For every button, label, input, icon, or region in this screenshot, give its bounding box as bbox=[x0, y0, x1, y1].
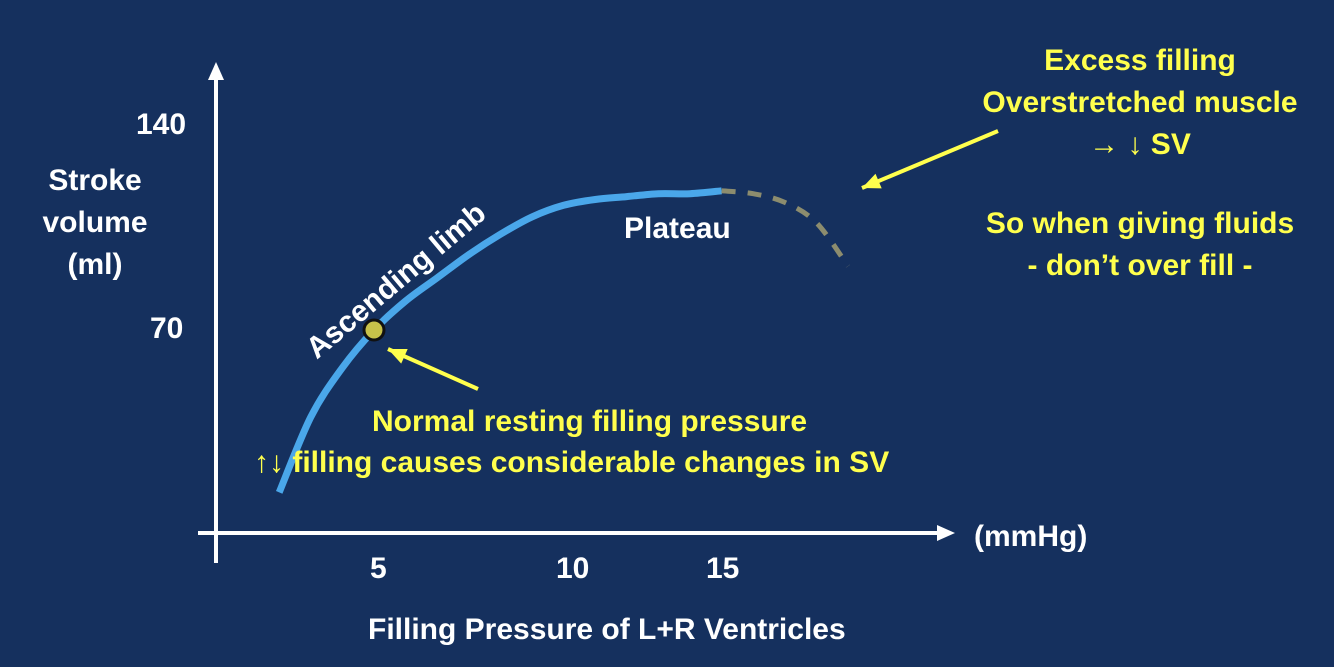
y-tick-label: 140 bbox=[136, 108, 187, 141]
y-axis-label-line: Stroke bbox=[48, 164, 142, 197]
x-tick-label: 10 bbox=[556, 552, 590, 585]
fluids-line: So when giving fluids bbox=[985, 207, 1295, 240]
excess-filling-arrow-shaft bbox=[861, 129, 999, 190]
resting-point-arrow-head bbox=[388, 349, 408, 364]
excess-filling-note: Excess filling Overstretched muscle → ↓ … bbox=[950, 40, 1330, 166]
y-axis-arrowhead bbox=[208, 62, 224, 80]
x-tick-label: 5 bbox=[370, 552, 387, 585]
y-tick-label: 70 bbox=[150, 312, 184, 345]
starling-curve bbox=[275, 187, 722, 494]
fluids-note: So when giving fluids - don’t over fill … bbox=[950, 203, 1330, 287]
x-axis-label: Filling Pressure of L+R Ventricles bbox=[368, 613, 846, 646]
excess-filling-line: Excess filling bbox=[1044, 44, 1236, 77]
overfill-dashed-curve bbox=[721, 188, 851, 268]
y-axis-label-line: (ml) bbox=[67, 248, 123, 281]
x-axis-unit: (mmHg) bbox=[974, 520, 1088, 553]
resting-point-marker bbox=[362, 318, 386, 342]
filling-changes-label: ↑↓ filling causes considerable changes i… bbox=[254, 446, 890, 479]
y-axis-label: Stroke volume (ml) bbox=[20, 160, 170, 286]
dont-overfill-line: - don’t over fill - bbox=[1027, 249, 1253, 282]
normal-resting-label: Normal resting filling pressure bbox=[372, 405, 808, 438]
overstretched-line: Overstretched muscle bbox=[982, 86, 1298, 119]
y-axis-label-line: volume bbox=[42, 206, 148, 239]
plateau-label: Plateau bbox=[624, 212, 731, 245]
decrease-sv-line: → ↓ SV bbox=[1089, 128, 1191, 161]
x-axis-arrowhead bbox=[937, 525, 955, 541]
x-tick-label: 15 bbox=[706, 552, 740, 585]
excess-filling-arrow-head bbox=[862, 173, 882, 189]
